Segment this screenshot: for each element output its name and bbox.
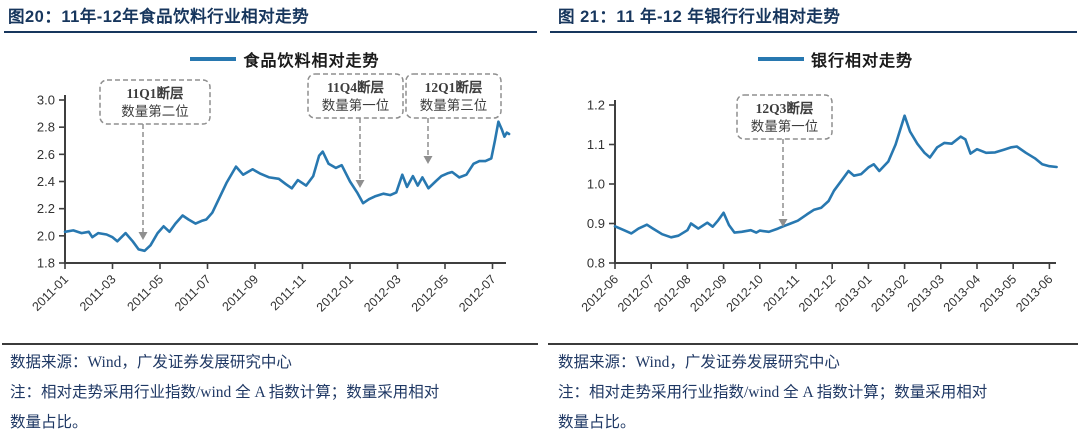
figure-20-notes-separator (2, 343, 538, 345)
x-tick-label: 2011-09 (219, 272, 261, 314)
x-tick-label: 2012-01 (314, 272, 356, 314)
note-text-line1: 注：相对走势采用行业指数/wind 全 A 指数计算；数量采用相对 (558, 384, 988, 401)
annotation-arrowhead-icon (423, 156, 433, 164)
data-source-text: 数据来源：Wind，广发证券发展研究中心 (558, 354, 840, 371)
y-tick-label: 2.8 (37, 120, 55, 135)
x-tick-label: 2012-07 (456, 272, 498, 314)
annotation-arrowhead-icon (355, 180, 365, 188)
x-tick-label: 2012-07 (615, 272, 657, 314)
note-text-line2: 数量占比。 (558, 414, 636, 431)
x-tick-label: 2011-07 (172, 272, 214, 314)
x-tick-label: 2011-01 (29, 272, 71, 314)
figure-20-legend: 食品饮料相对走势 (65, 47, 505, 71)
y-tick-label: 2.4 (37, 174, 55, 189)
figure-20-panel: 图20：11年-12年食品饮料行业相对走势 食品饮料相对走势 1.8 2.0 2.2… (2, 8, 538, 438)
figure-20-title: 图20：11年-12年食品饮料行业相对走势 (8, 8, 310, 26)
x-tick-label: 2012-12 (796, 272, 838, 314)
annotation-box (307, 73, 404, 119)
x-tick-label: 2013-03 (905, 272, 947, 314)
y-tick-label: 0.9 (587, 216, 605, 231)
x-tick-label: 2013-06 (1013, 272, 1055, 314)
y-tick-label: 0.8 (587, 256, 605, 271)
y-tick-label: 3.0 (37, 93, 55, 108)
figure-21-notes: 数据来源：Wind，广发证券发展研究中心 注：相对走势采用行业指数/wind 全… (558, 348, 987, 438)
annotation-text: 12Q1断层 (425, 79, 483, 95)
x-axis-ticks: 2012-062012-072012-082012-092012-102012-… (579, 263, 1056, 315)
y-tick-label: 2.2 (37, 201, 55, 216)
note-text-line1: 注：相对走势采用行业指数/wind 全 A 指数计算；数量采用相对 (10, 384, 440, 401)
y-tick-label: 1.8 (37, 256, 55, 271)
x-tick-label: 2012-03 (361, 272, 403, 314)
data-source-text: 数据来源：Wind，广发证券发展研究中心 (10, 354, 292, 371)
figure-20-notes: 数据来源：Wind，广发证券发展研究中心 注：相对走势采用行业指数/wind 全… (10, 348, 439, 438)
x-tick-label: 2013-04 (941, 272, 983, 314)
x-tick-label: 2013-05 (977, 272, 1019, 314)
figure-21-line-chart: 0.80.91.01.11.22012-062012-072012-082012… (579, 94, 1058, 315)
x-tick-label: 2011-05 (124, 272, 166, 314)
y-tick-label: 1.2 (587, 98, 605, 113)
figure-21-title: 图 21：11 年-12 年银行行业相对走势 (558, 8, 841, 26)
x-tick-label: 2012-09 (687, 272, 729, 314)
x-tick-label: 2012-06 (579, 272, 621, 314)
legend-line-swatch (757, 57, 804, 61)
annotation-box (99, 79, 211, 125)
annotation-text: 11Q1断层 (126, 85, 183, 101)
annotation-text: 数量第一位 (751, 118, 819, 134)
annotation-arrowhead-icon (138, 232, 148, 240)
x-tick-label: 2011-03 (77, 272, 119, 314)
y-axis-ticks: 0.8 0.9 1.0 1.1 1.2 (587, 98, 615, 271)
axes (614, 100, 1056, 264)
x-tick-label: 2012-05 (409, 272, 451, 314)
legend-label: 银行相对走势 (810, 53, 913, 70)
y-tick-label: 1.0 (587, 177, 605, 192)
annotation-box (405, 73, 502, 119)
note-text-line2: 数量占比。 (10, 414, 88, 431)
annotation-text: 数量第一位 (322, 97, 390, 113)
x-tick-label: 2012-08 (651, 272, 693, 314)
x-tick-label: 2011-11 (268, 272, 309, 313)
annotation-box (736, 94, 833, 140)
series-line (613, 114, 1058, 239)
annotation-arrowhead-icon (778, 219, 788, 227)
figure-20-title-underline (4, 31, 537, 33)
x-tick-label: 2012-10 (724, 272, 766, 314)
y-tick-label: 2.0 (37, 228, 55, 243)
annotation-text: 数量第二位 (121, 103, 189, 119)
annotation-text: 12Q3断层 (756, 100, 814, 116)
x-axis-ticks: 2011-01 2011-03 2011-05 2011-07 2011-09 2011-… (29, 263, 499, 315)
series-line (63, 120, 511, 253)
y-axis-ticks: 1.8 2.0 2.2 2.4 2.6 2.8 3.0 (37, 93, 65, 271)
legend-line-swatch (190, 57, 237, 61)
figure-21-title-underline (550, 31, 1077, 33)
x-tick-label: 2013-02 (868, 272, 910, 314)
annotation-text: 11Q4断层 (327, 79, 384, 95)
legend-label: 食品饮料相对走势 (243, 53, 380, 70)
y-tick-label: 2.6 (37, 147, 55, 162)
x-tick-label: 2012-11 (760, 272, 802, 314)
annotation-text: 数量第三位 (420, 97, 488, 113)
x-tick-label: 2013-01 (832, 272, 874, 314)
figure-21-notes-separator (548, 343, 1078, 345)
figure-21-legend: 银行相对走势 (615, 47, 1056, 71)
y-tick-label: 1.1 (587, 137, 605, 152)
figure-21-panel: 图 21：11 年-12 年银行行业相对走势 银行相对走势 0.8 0.9 1.0 1… (540, 0, 1080, 442)
